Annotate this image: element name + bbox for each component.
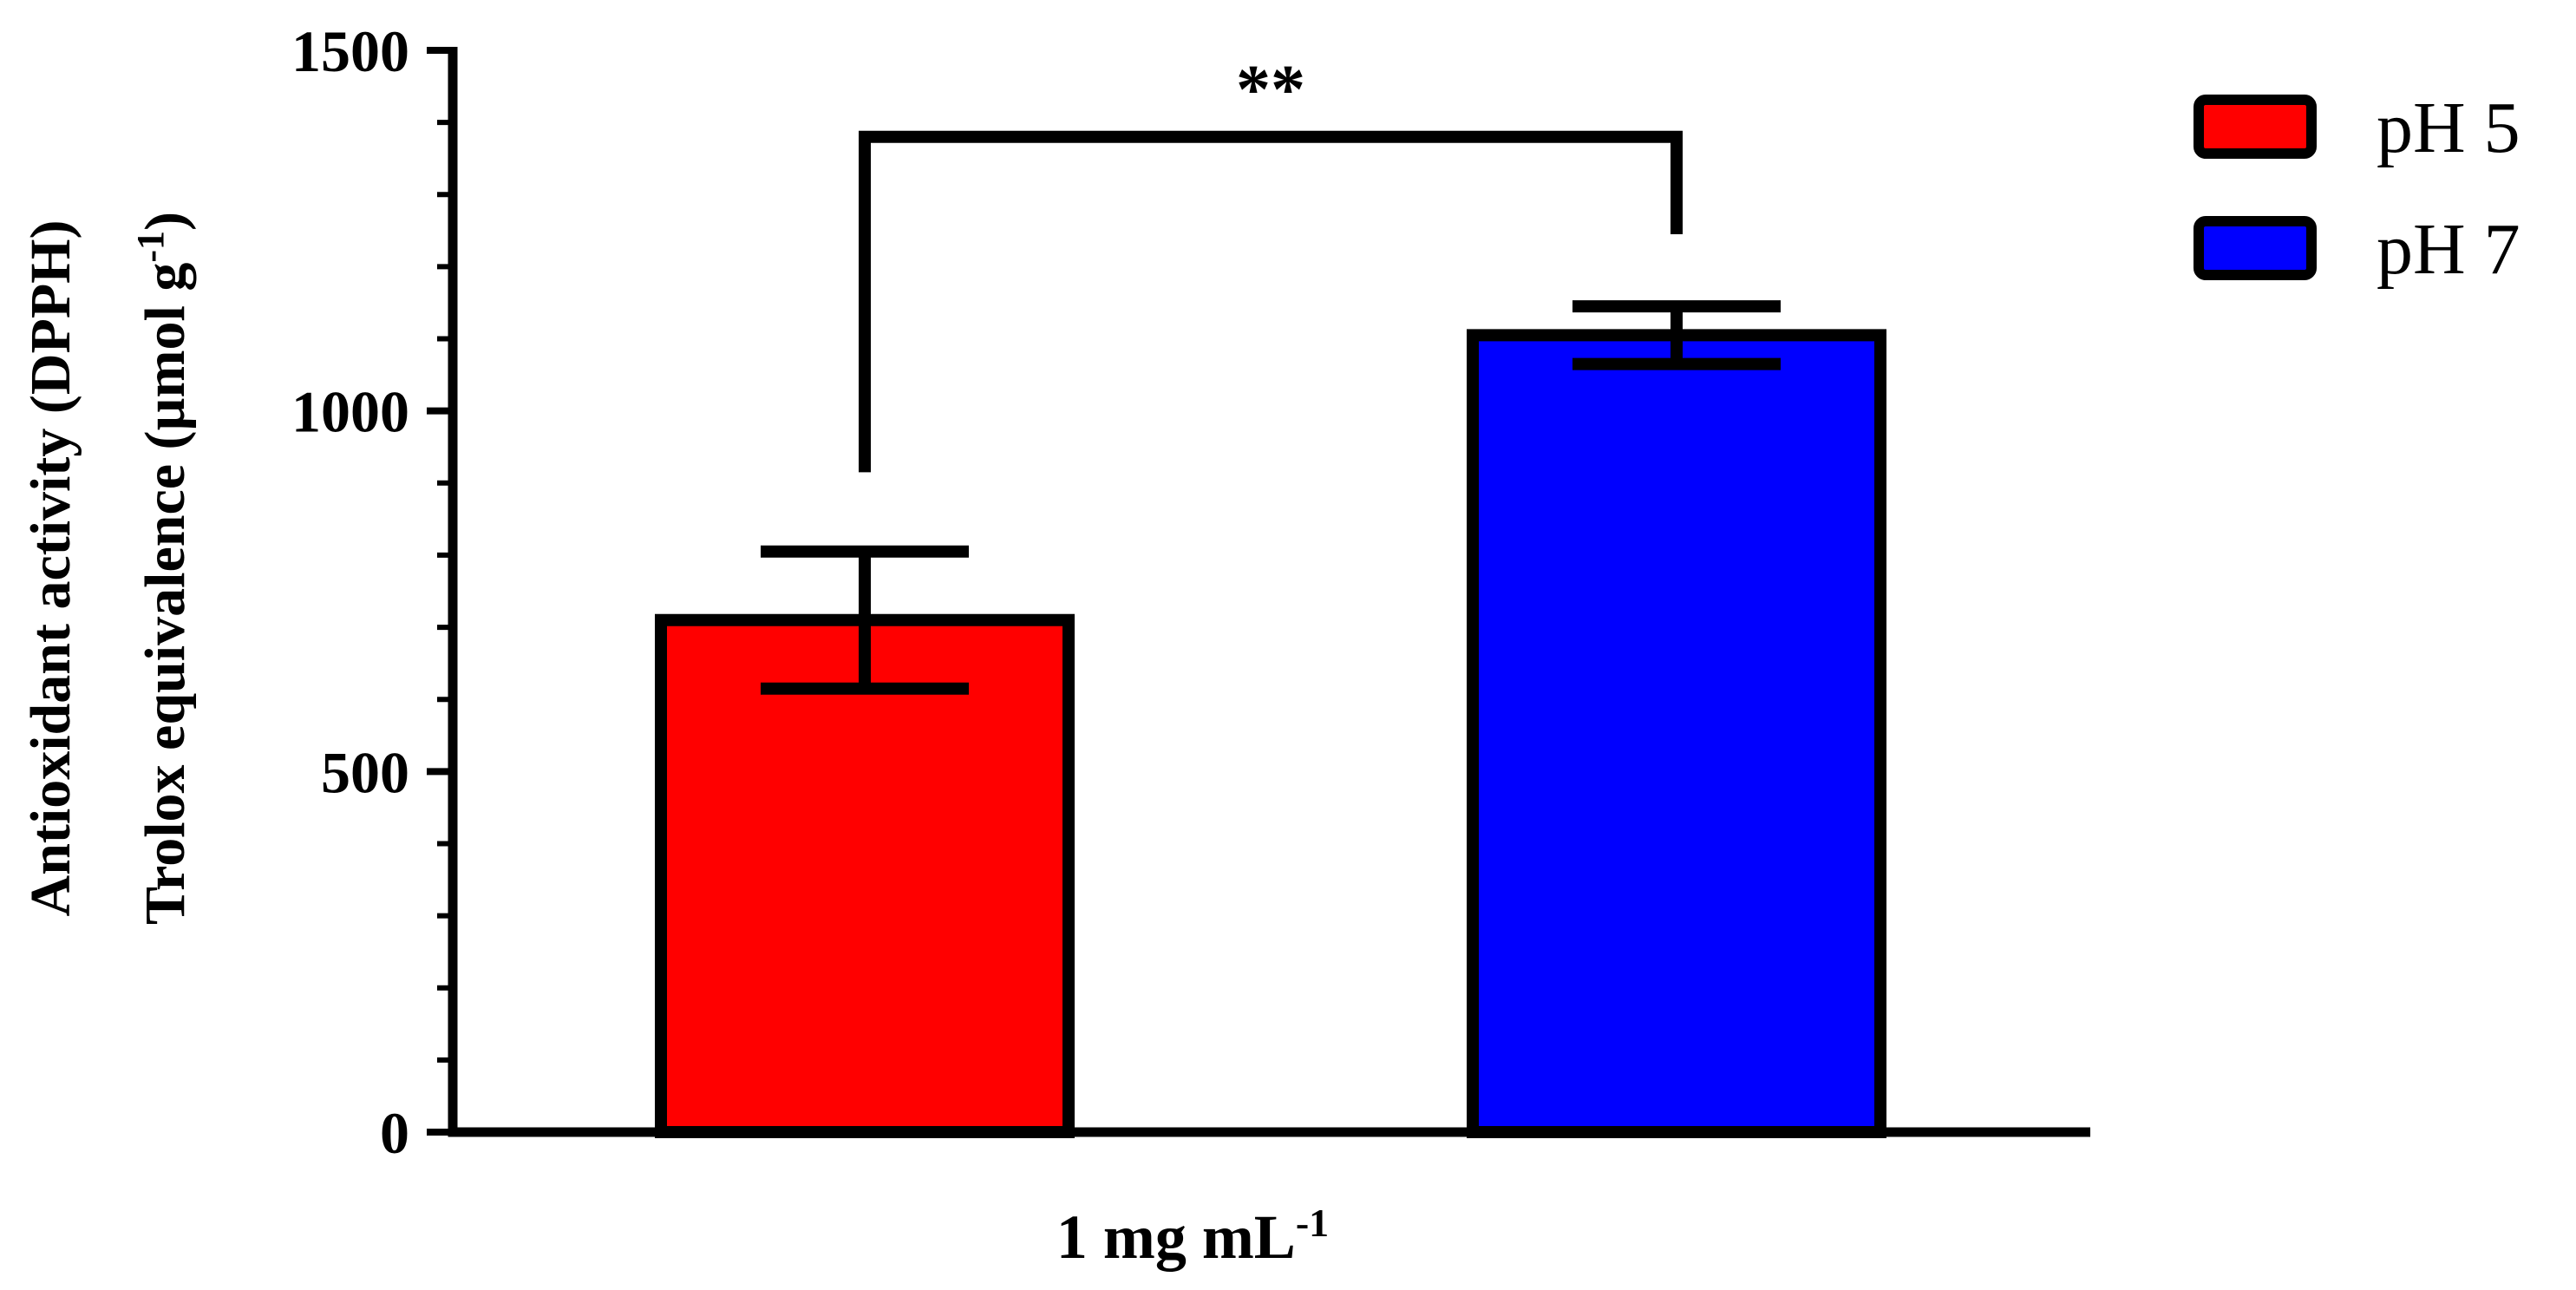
bars — [655, 329, 1886, 1139]
bar-ph-7 — [1467, 329, 1886, 1139]
significance-label: ** — [1236, 52, 1305, 128]
y-axis-title-line2: Trolox equivalence (µmol g-1) — [129, 212, 198, 925]
y-tick-label: 1500 — [291, 18, 409, 84]
x-category-sup: -1 — [1296, 1201, 1329, 1245]
axes — [448, 47, 2090, 1137]
x-category-main: 1 mg mL — [1056, 1202, 1296, 1272]
legend-swatch-ph-7 — [2194, 216, 2317, 280]
y-tick-label: 1000 — [291, 379, 409, 445]
y-axis-title-line2-main: Trolox equivalence (µmol g — [134, 263, 197, 925]
y-axis-title-2: Trolox equivalence (µmol g-1) — [129, 212, 198, 925]
legend-swatch-ph-5 — [2194, 95, 2317, 159]
x-category-label: 1 mg mL-1 — [1056, 1201, 1329, 1273]
significance-line — [859, 130, 1683, 473]
y-axis-title-line2-sup: -1 — [129, 231, 172, 263]
y-axis-title-line1: Antioxidant activity (DPPH) — [19, 220, 82, 917]
y-axis-title-line2-end: ) — [134, 212, 197, 231]
legend-label: pH 7 — [2377, 209, 2520, 290]
legend: pH 5 pH 7 — [2194, 88, 2520, 290]
significance-bracket: ** — [859, 52, 1683, 473]
y-tick-label: 0 — [380, 1100, 409, 1166]
y-tick-label: 500 — [321, 739, 409, 805]
y-axis-title: Antioxidant activity (DPPH) — [19, 220, 82, 917]
error-bars — [761, 300, 1781, 695]
bar-ph-5 — [655, 613, 1075, 1138]
legend-label: pH 5 — [2377, 88, 2520, 168]
y-axis-ticks: 0 500 1000 1500 — [291, 18, 453, 1166]
